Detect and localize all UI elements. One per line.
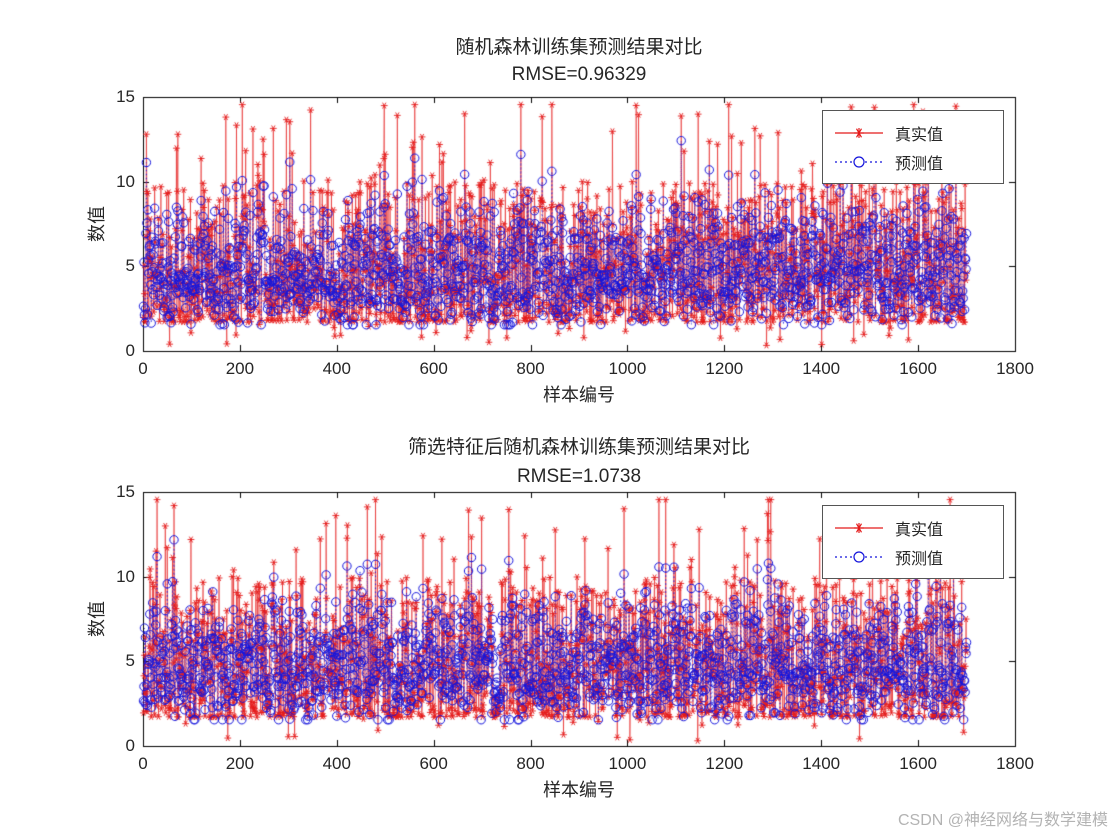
chart-rmse-subtitle: RMSE=1.0738	[516, 466, 642, 487]
legend-entry-pred: 预测值	[833, 542, 993, 571]
x-tick-label: 400	[322, 754, 351, 773]
legend-box: 真实值 预测值	[822, 110, 1004, 184]
chart-train-rf-selected-features: 筛选特征后随机森林训练集预测结果对比 RMSE=1.0738 数值 样本编号 0…	[0, 420, 1120, 840]
chart-title: 筛选特征后随机森林训练集预测结果对比	[407, 437, 750, 458]
x-tick-label: 1800	[996, 754, 1034, 773]
legend-entry-true: 真实值	[833, 513, 993, 542]
legend-label-pred: 预测值	[895, 550, 944, 568]
chart-canvas	[0, 0, 1120, 420]
legend-label-pred: 预测值	[895, 155, 944, 173]
csdn-watermark: CSDN @神经网络与数学建模	[897, 812, 1108, 829]
x-tick-label: 1600	[899, 359, 938, 378]
x-tick-label: 1200	[705, 754, 744, 773]
chart-train-rf: 随机森林训练集预测结果对比 RMSE=0.96329 数值 样本编号 0 200 4…	[0, 0, 1120, 420]
legend-label-true: 真实值	[895, 126, 944, 144]
x-tick-label: 1000	[608, 754, 647, 773]
x-tick-label: 200	[225, 754, 255, 773]
asterisk-line-icon	[835, 127, 883, 138]
x-tick-label: 0	[138, 359, 148, 378]
y-tick-label: 10	[116, 171, 135, 191]
chart-title: 随机森林训练集预测结果对比	[455, 37, 703, 58]
chart-canvas	[0, 420, 1120, 840]
y-tick-label: 5	[125, 256, 135, 276]
x-tick-label: 800	[516, 754, 545, 773]
y-tick-label: 15	[116, 482, 135, 501]
y-tick-label: 15	[116, 87, 135, 106]
legend-label-true: 真实值	[895, 521, 944, 539]
x-tick-label: 1400	[802, 754, 841, 773]
x-tick-label: 600	[419, 359, 448, 378]
circle-dotted-line-icon	[835, 550, 883, 563]
x-tick-label: 600	[419, 754, 448, 773]
y-tick-label: 10	[116, 566, 135, 586]
x-axis-label: 样本编号	[543, 385, 615, 405]
x-tick-label: 1600	[899, 754, 938, 773]
x-tick-label: 1400	[802, 359, 841, 378]
y-axis-label: 数值	[87, 601, 107, 637]
legend-entry-pred: 预测值	[833, 147, 993, 176]
y-tick-label: 0	[125, 341, 135, 360]
x-tick-label: 200	[225, 359, 255, 378]
circle-dotted-line-icon	[835, 155, 883, 168]
asterisk-line-icon	[835, 522, 883, 533]
x-tick-label: 1000	[608, 359, 647, 378]
y-tick-label: 0	[125, 736, 135, 755]
x-tick-label: 400	[322, 359, 351, 378]
y-tick-label: 5	[125, 651, 135, 671]
x-tick-label: 800	[516, 359, 545, 378]
legend-entry-true: 真实值	[833, 118, 993, 147]
chart-rmse-subtitle: RMSE=0.96329	[511, 64, 647, 85]
x-tick-label: 1800	[996, 359, 1034, 378]
x-tick-label: 0	[138, 754, 148, 773]
legend-box: 真实值 预测值	[822, 505, 1004, 579]
x-tick-label: 1200	[705, 359, 744, 378]
x-axis-label: 样本编号	[543, 780, 615, 800]
y-axis-label: 数值	[87, 206, 107, 242]
